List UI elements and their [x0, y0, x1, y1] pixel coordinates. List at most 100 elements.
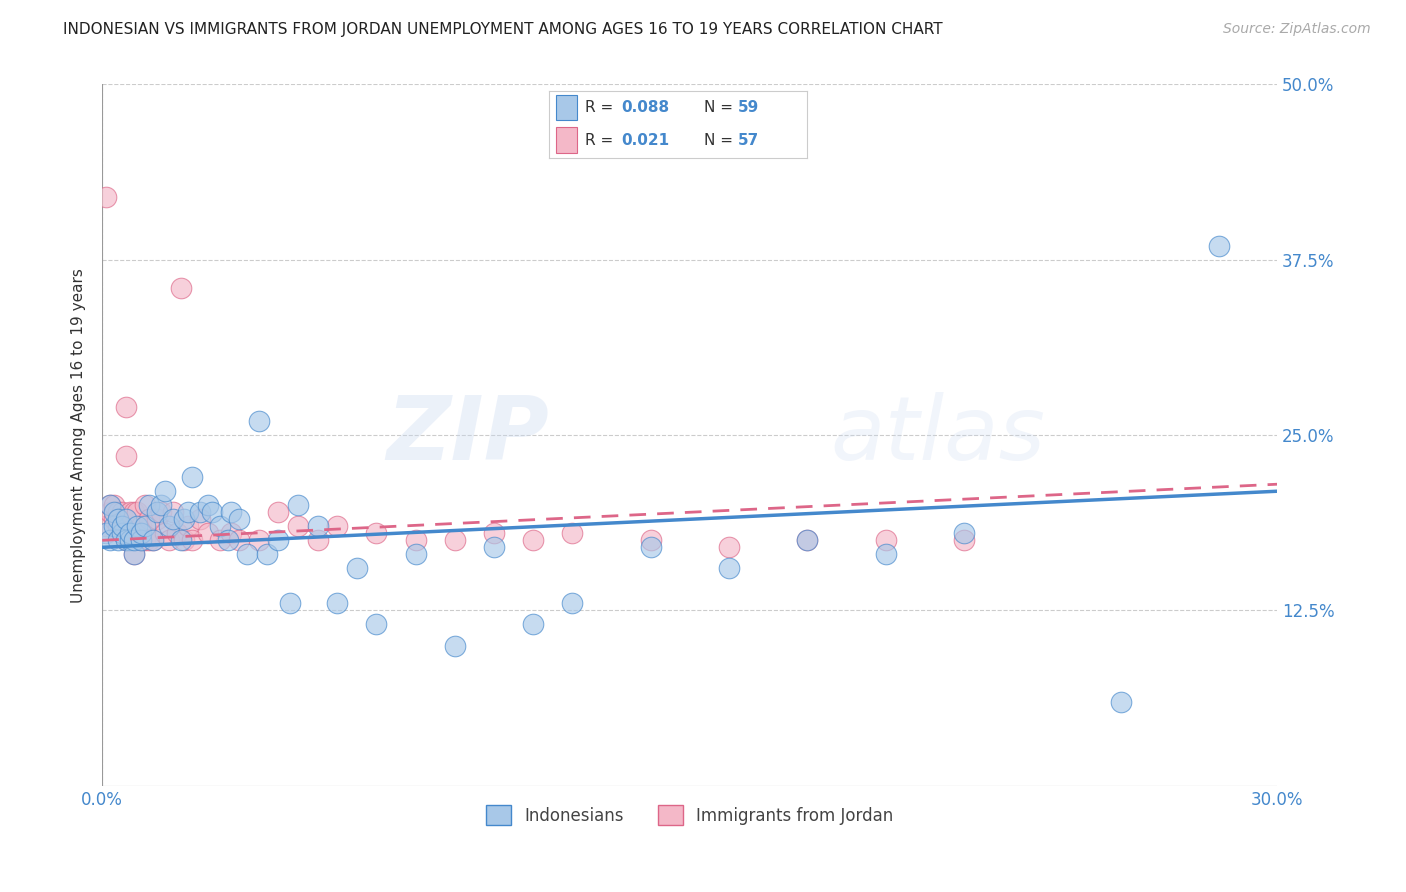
Text: INDONESIAN VS IMMIGRANTS FROM JORDAN UNEMPLOYMENT AMONG AGES 16 TO 19 YEARS CORR: INDONESIAN VS IMMIGRANTS FROM JORDAN UNE…: [63, 22, 943, 37]
Point: [177, 505, 200, 519]
Point: [98, 498, 121, 512]
Point: [107, 533, 129, 548]
Point: [181, 533, 204, 548]
Point: [278, 596, 301, 610]
Point: [94, 526, 117, 541]
Point: [717, 541, 740, 555]
Point: [482, 526, 505, 541]
Point: [111, 519, 134, 533]
Point: [114, 449, 136, 463]
Point: [307, 533, 329, 548]
Point: [561, 596, 583, 610]
Point: [122, 547, 145, 561]
Point: [107, 519, 129, 533]
Point: [114, 400, 136, 414]
Point: [640, 541, 662, 555]
Point: [114, 533, 136, 548]
Point: [173, 533, 195, 548]
Point: [111, 526, 134, 541]
Point: [875, 533, 897, 548]
Point: [561, 526, 583, 541]
Point: [1109, 695, 1132, 709]
Point: [443, 533, 465, 548]
Point: [256, 547, 278, 561]
Point: [162, 505, 184, 519]
Point: [228, 533, 250, 548]
Point: [127, 519, 149, 533]
Point: [188, 505, 211, 519]
Point: [1208, 239, 1230, 253]
Point: [443, 639, 465, 653]
Point: [366, 617, 388, 632]
Point: [131, 533, 153, 548]
Point: [366, 526, 388, 541]
Point: [875, 547, 897, 561]
Point: [166, 526, 188, 541]
Point: [326, 596, 349, 610]
Text: atlas: atlas: [831, 392, 1046, 478]
Point: [326, 519, 349, 533]
Point: [405, 533, 427, 548]
Legend: Indonesians, Immigrants from Jordan: Indonesians, Immigrants from Jordan: [478, 797, 901, 833]
Point: [522, 617, 544, 632]
Point: [482, 541, 505, 555]
Point: [173, 512, 195, 526]
Text: ZIP: ZIP: [387, 392, 548, 479]
Point: [208, 533, 231, 548]
Point: [346, 561, 368, 575]
Point: [307, 519, 329, 533]
Point: [122, 547, 145, 561]
Point: [208, 519, 231, 533]
Point: [796, 533, 818, 548]
Point: [640, 533, 662, 548]
Point: [103, 512, 125, 526]
Point: [131, 519, 153, 533]
Point: [717, 561, 740, 575]
Point: [134, 533, 156, 548]
Point: [142, 533, 165, 548]
Point: [138, 533, 160, 548]
Point: [953, 526, 976, 541]
Point: [181, 470, 204, 484]
Point: [114, 533, 136, 548]
Point: [796, 533, 818, 548]
Point: [188, 512, 211, 526]
Point: [157, 519, 180, 533]
Point: [153, 526, 176, 541]
Point: [953, 533, 976, 548]
Point: [114, 512, 136, 526]
Point: [236, 547, 259, 561]
Point: [98, 533, 121, 548]
Point: [149, 505, 172, 519]
Point: [127, 526, 149, 541]
Point: [146, 512, 169, 526]
Point: [142, 533, 165, 548]
Point: [118, 533, 141, 548]
Y-axis label: Unemployment Among Ages 16 to 19 years: Unemployment Among Ages 16 to 19 years: [72, 268, 86, 603]
Point: [134, 498, 156, 512]
Point: [221, 526, 243, 541]
Point: [103, 519, 125, 533]
Point: [247, 533, 270, 548]
Point: [138, 498, 160, 512]
Text: Source: ZipAtlas.com: Source: ZipAtlas.com: [1223, 22, 1371, 37]
Point: [98, 498, 121, 512]
Point: [94, 189, 117, 203]
Point: [122, 533, 145, 548]
Point: [122, 505, 145, 519]
Point: [127, 505, 149, 519]
Point: [118, 505, 141, 519]
Point: [162, 512, 184, 526]
Point: [138, 512, 160, 526]
Point: [131, 533, 153, 548]
Point: [107, 512, 129, 526]
Point: [103, 505, 125, 519]
Point: [267, 505, 290, 519]
Point: [146, 505, 169, 519]
Point: [118, 526, 141, 541]
Point: [197, 526, 219, 541]
Point: [169, 533, 191, 548]
Point: [98, 505, 121, 519]
Point: [177, 519, 200, 533]
Point: [522, 533, 544, 548]
